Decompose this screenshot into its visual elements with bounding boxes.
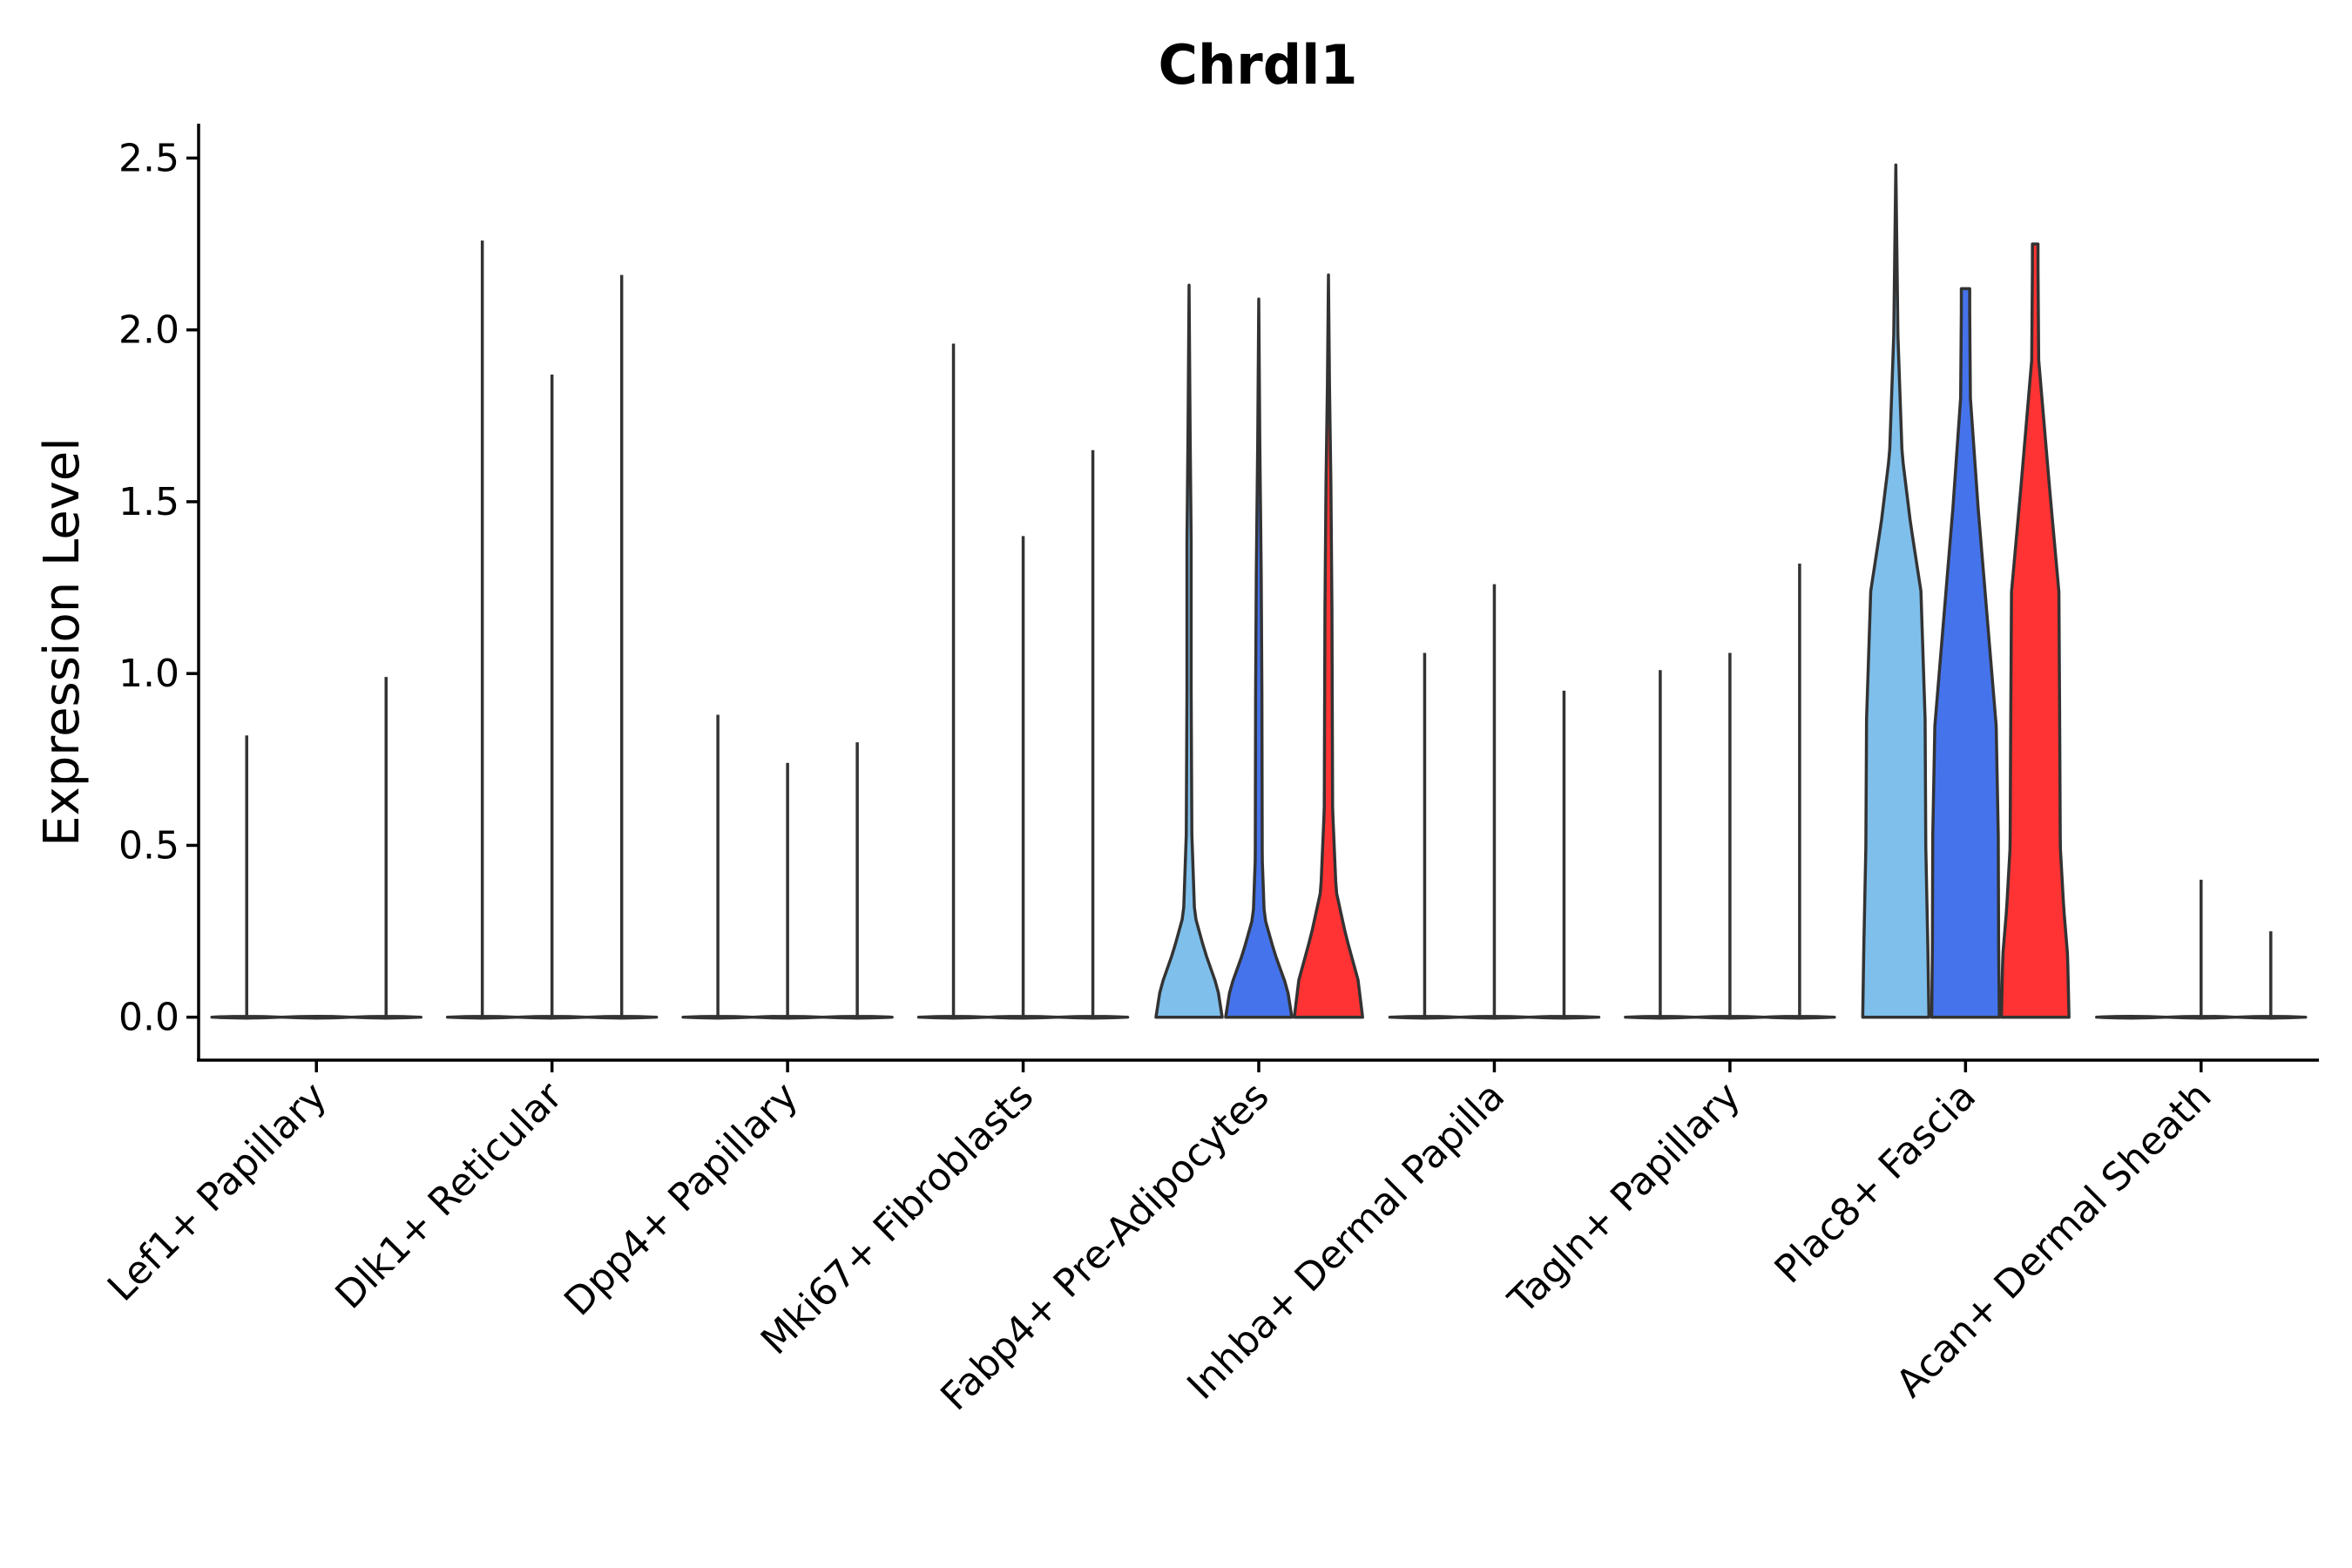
- x-tick-label: Lef1+ Papillary: [99, 1074, 335, 1310]
- chart-title: Chrdl1: [1159, 33, 1358, 97]
- inhba-dermal-papilla-violin-1: [1388, 652, 1462, 1020]
- x-tick-label: Dpp4+ Papillary: [556, 1074, 807, 1325]
- inhba-dermal-papilla-violin-2: [1457, 584, 1531, 1020]
- inhba-dermal-papilla-violin-3: [1527, 690, 1601, 1020]
- x-tick-label: Plac8+ Fascia: [1767, 1074, 1985, 1293]
- tagln-papillary-violin-3: [1763, 563, 1836, 1020]
- x-tick-label: Tagln+ Papillary: [1500, 1074, 1749, 1323]
- dpp4-papillary-violin-2: [751, 762, 824, 1020]
- plac8-fascia-violin-3: [1999, 242, 2071, 1019]
- dlk1-reticular-violin-2: [515, 374, 589, 1020]
- mki67-fibroblasts-violin-1: [916, 343, 990, 1020]
- mki67-fibroblasts-violin-3: [1056, 449, 1130, 1020]
- y-axis-ticks: 0.0 0.5 1.0 1.5 2.0 2.5: [118, 136, 199, 1040]
- dlk1-reticular-violin-3: [585, 274, 659, 1020]
- dpp4-papillary-violin-1: [681, 714, 754, 1020]
- fabp4-pre-adipocytes-violin-1: [1154, 283, 1224, 1019]
- lef1-papillary-violin-1: [210, 735, 283, 1020]
- y-tick-label: 0.0: [118, 996, 179, 1040]
- y-tick-label: 2.5: [118, 136, 179, 180]
- y-tick-label: 2.0: [118, 308, 179, 353]
- acan-dermal-sheath-violin-3: [2234, 931, 2308, 1020]
- plac8-fascia-violin-1: [1861, 163, 1931, 1019]
- y-tick-label: 1.0: [118, 652, 179, 696]
- x-tick-label: Mki67+ Fibroblasts: [753, 1074, 1042, 1363]
- x-tick-label: Dlk1+ Reticular: [327, 1073, 571, 1318]
- tagln-papillary-violin-2: [1693, 652, 1767, 1020]
- mki67-fibroblasts-violin-2: [986, 536, 1060, 1020]
- lef1-papillary-violin-3: [349, 677, 422, 1020]
- fabp4-pre-adipocytes-violin-3: [1293, 273, 1364, 1019]
- acan-dermal-sheath-violin-2: [2165, 879, 2238, 1020]
- acan-dermal-sheath-violin-1: [2095, 1014, 2168, 1020]
- y-axis-label: Expression Level: [34, 437, 91, 847]
- dlk1-reticular-violin-1: [445, 240, 519, 1020]
- tagln-papillary-violin-1: [1624, 670, 1697, 1020]
- y-tick-label: 0.5: [118, 823, 179, 868]
- dpp4-papillary-violin-3: [821, 742, 894, 1020]
- lef1-papillary-violin-2: [280, 1014, 353, 1020]
- violin-layer: [210, 163, 2308, 1020]
- y-tick-label: 1.5: [118, 480, 179, 524]
- fabp4-pre-adipocytes-violin-2: [1224, 297, 1294, 1019]
- plac8-fascia-violin-2: [1930, 287, 2001, 1019]
